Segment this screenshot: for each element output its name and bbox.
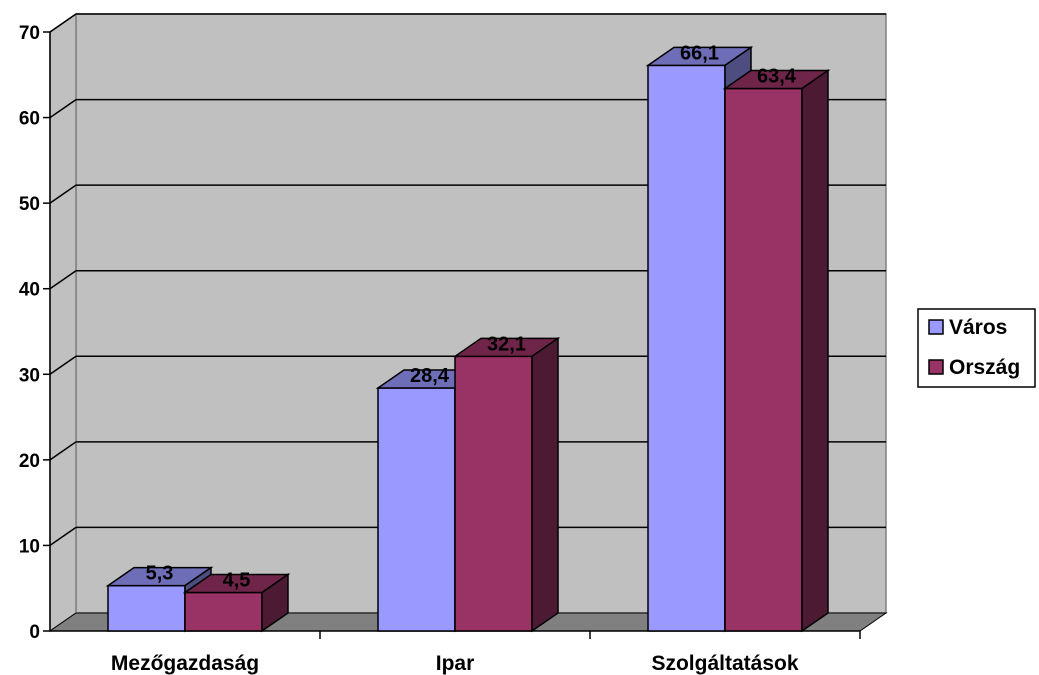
axes: 0 10 20 30 40 50 60 70 Mezőgazdaság Ipar Szolgálta… (19, 23, 861, 675)
y-tick-label: 0 (29, 622, 40, 643)
y-tick-label: 30 (19, 365, 40, 386)
gridline-side (49, 98, 77, 119)
legend: Város Ország (917, 308, 1036, 388)
bar (184, 591, 263, 632)
data-labels: 5,3 4,5 28,4 32,1 66,1 63,4 (146, 42, 797, 591)
x-category-label: Ipar (436, 652, 475, 675)
gridline-side (49, 526, 77, 547)
gridline-side (49, 441, 77, 461)
gridline-side (49, 270, 77, 290)
bar (377, 387, 456, 632)
y-tick-label: 10 (19, 536, 40, 557)
y-tick-label: 50 (19, 194, 40, 215)
bar-side (531, 336, 559, 633)
x-category-label: Mezőgazdaság (111, 652, 259, 675)
gridline-side (49, 13, 77, 33)
legend-swatch-varos (928, 319, 944, 335)
y-tick-label: 60 (19, 109, 40, 130)
gridline-side (49, 355, 77, 375)
legend-label-varos: Város (949, 316, 1007, 339)
data-label: 4,5 (223, 569, 251, 591)
legend-swatch-orszag (928, 359, 944, 375)
bars (105, 45, 831, 633)
bar-side (801, 69, 829, 633)
data-label: 63,4 (757, 65, 797, 87)
data-label: 28,4 (410, 365, 450, 387)
bar-side (261, 573, 289, 633)
y-tick-label: 40 (19, 280, 40, 301)
data-label: 32,1 (487, 333, 526, 355)
gridline-side (49, 184, 77, 204)
data-label: 5,3 (146, 563, 174, 585)
y-tick-label: 20 (19, 451, 40, 472)
legend-label-orszag: Ország (949, 356, 1020, 379)
side-wall (49, 12, 77, 633)
bar (107, 584, 186, 632)
bar (454, 355, 533, 632)
y-tick-label: 70 (19, 23, 40, 44)
bar (647, 64, 726, 632)
bar (724, 87, 803, 632)
data-label: 66,1 (680, 42, 719, 64)
x-category-label: Szolgáltatások (651, 652, 798, 675)
